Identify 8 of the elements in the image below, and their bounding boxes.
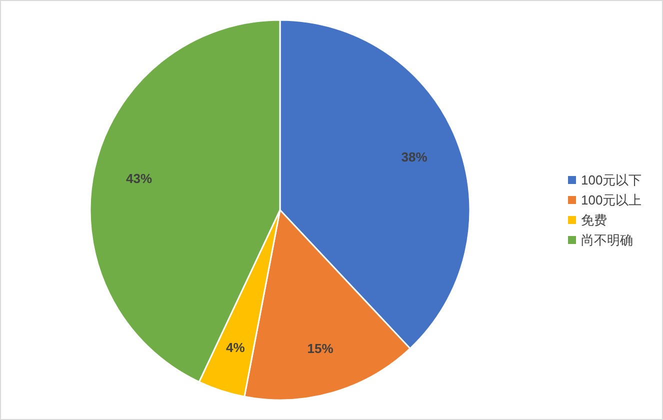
data-label: 38%	[401, 149, 428, 164]
data-label: 15%	[307, 341, 334, 356]
legend-label: 100元以下	[581, 172, 642, 188]
legend-label: 100元以上	[581, 192, 642, 208]
legend-label: 免费	[581, 212, 607, 228]
legend-label: 尚不明确	[581, 232, 633, 248]
data-label: 43%	[126, 171, 153, 186]
data-label: 4%	[226, 340, 246, 355]
